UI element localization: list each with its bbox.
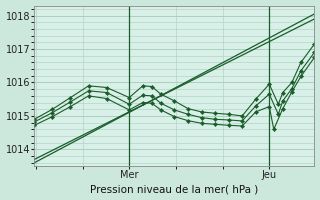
X-axis label: Pression niveau de la mer( hPa ): Pression niveau de la mer( hPa ) (90, 184, 259, 194)
